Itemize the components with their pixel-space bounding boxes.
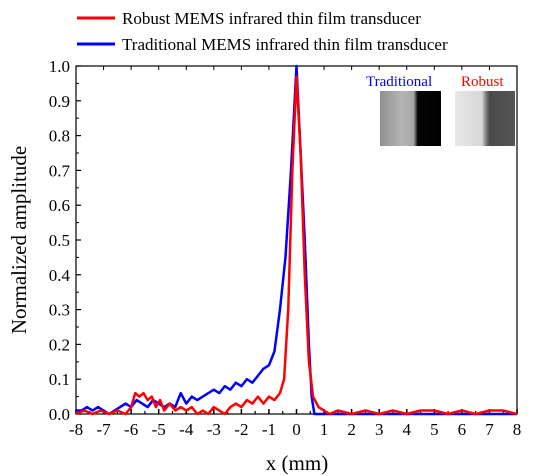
inset-image-robust xyxy=(455,91,515,146)
inset-traditional: Traditional xyxy=(366,74,441,146)
y-tick-label: 0.8 xyxy=(49,127,70,146)
series-line-traditional xyxy=(76,64,517,416)
y-tick-label: 0.1 xyxy=(49,370,70,389)
x-tick-label: -7 xyxy=(96,420,111,439)
inset-robust: Robust xyxy=(455,74,515,146)
x-tick-label: -6 xyxy=(124,420,138,439)
y-tick-label: 0.3 xyxy=(49,301,70,320)
x-tick-label: -8 xyxy=(69,420,83,439)
y-tick-label: 0.9 xyxy=(49,92,70,111)
legend: Robust MEMS infrared thin film transduce… xyxy=(77,9,448,54)
legend-label-robust: Robust MEMS infrared thin film transduce… xyxy=(122,9,421,28)
inset-label-robust: Robust xyxy=(461,74,504,90)
x-tick-label: 0 xyxy=(292,420,301,439)
series-layer xyxy=(75,64,518,416)
x-axis: -8 -7 -6 -5 -4 -3 -2 -1 0 1 2 3 4 5 6 7 8 xyxy=(69,66,521,439)
y-axis-title: Normalized amplitude xyxy=(7,146,31,334)
x-tick-label: -5 xyxy=(152,420,166,439)
y-tick-label: 0.6 xyxy=(49,196,70,215)
x-axis-title: x (mm) xyxy=(266,451,328,475)
x-tick-label: 2 xyxy=(347,420,356,439)
x-tick-label: -4 xyxy=(179,420,194,439)
series-line-robust xyxy=(75,75,518,416)
x-tick-label: 5 xyxy=(430,420,439,439)
x-tick-label: 8 xyxy=(513,420,522,439)
y-tick-label: 1.0 xyxy=(49,57,70,76)
inset-image-traditional xyxy=(380,91,441,146)
y-tick-label: 0.4 xyxy=(49,266,71,285)
y-tick-label: 0.7 xyxy=(49,161,71,180)
y-tick-label: 0.2 xyxy=(49,335,70,354)
y-tick-label: 0.0 xyxy=(49,405,70,424)
y-tick-label: 0.5 xyxy=(49,231,70,250)
x-tick-label: -2 xyxy=(234,420,248,439)
x-tick-label: 1 xyxy=(320,420,329,439)
x-tick-label: -1 xyxy=(262,420,276,439)
x-tick-label: 6 xyxy=(458,420,467,439)
inset-label-traditional: Traditional xyxy=(366,74,432,90)
y-axis: 0.0 0.1 0.2 0.3 0.4 0.5 0.6 0.7 0.8 0.9 1.0 xyxy=(49,57,81,424)
x-tick-label: -3 xyxy=(207,420,221,439)
legend-label-traditional: Traditional MEMS infrared thin film tran… xyxy=(122,35,448,54)
x-tick-label: 4 xyxy=(403,420,412,439)
x-tick-label: 3 xyxy=(375,420,384,439)
plot-frame xyxy=(75,65,518,415)
x-tick-label: 7 xyxy=(485,420,494,439)
